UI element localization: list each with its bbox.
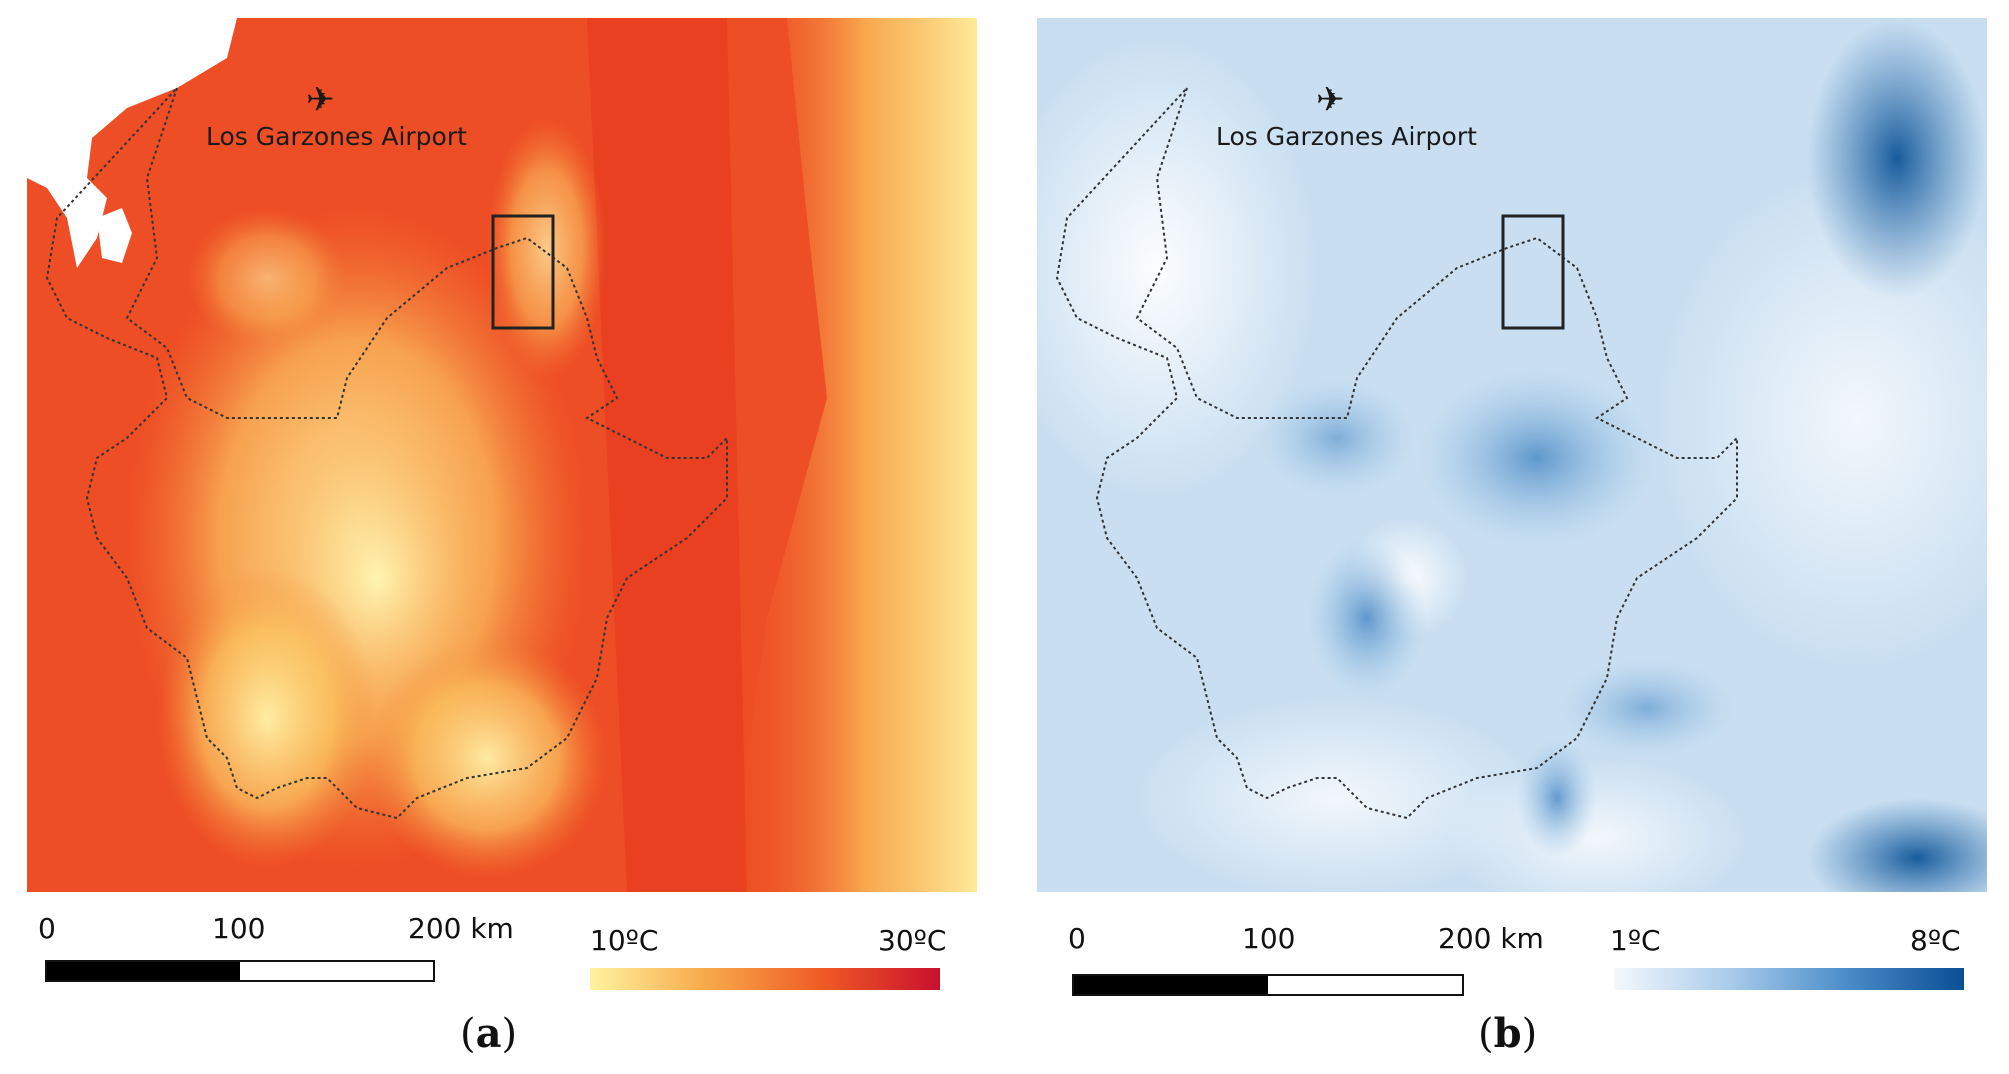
scale-tick-0: 0 — [1068, 922, 1086, 955]
scale-bar — [45, 960, 435, 982]
legend-max-label: 8ºC — [1910, 924, 1961, 957]
panel-b: ✈ Los Garzones Airport 0 100 200 km 1ºC … — [1010, 0, 2009, 1074]
department-boundary-b — [1055, 87, 1738, 820]
temperature-range-map — [1037, 18, 1987, 892]
airplane-icon: ✈ — [1316, 80, 1345, 120]
legend-max-label: 30ºC — [878, 924, 947, 957]
legend-min-label: 1ºC — [1610, 924, 1661, 957]
airport-label: Los Garzones Airport — [1216, 122, 1477, 151]
study-area-box-b — [1501, 214, 1565, 330]
panel-label-a: (a) — [460, 1010, 518, 1057]
color-legend-bar — [1614, 968, 1964, 990]
scale-tick-100: 100 — [1242, 922, 1296, 955]
scale-tick-100: 100 — [212, 912, 266, 945]
panel-label-b: (b) — [1478, 1010, 1538, 1057]
temperature-mean-map — [27, 18, 977, 892]
scale-tick-200: 200 km — [408, 912, 514, 945]
scale-tick-0: 0 — [38, 912, 56, 945]
map-b-svg — [1037, 18, 1987, 892]
scale-bar — [1072, 974, 1464, 996]
map-a-svg — [27, 18, 977, 892]
color-legend-bar — [590, 968, 940, 990]
scale-tick-200: 200 km — [1438, 922, 1544, 955]
legend-min-label: 10ºC — [590, 924, 659, 957]
airport-label: Los Garzones Airport — [206, 122, 467, 151]
panel-a: ✈ Los Garzones Airport 0 100 200 km 10ºC… — [0, 0, 1000, 1074]
study-area-box-a — [491, 214, 555, 330]
department-boundary-a — [45, 87, 728, 820]
airplane-icon: ✈ — [306, 80, 335, 120]
